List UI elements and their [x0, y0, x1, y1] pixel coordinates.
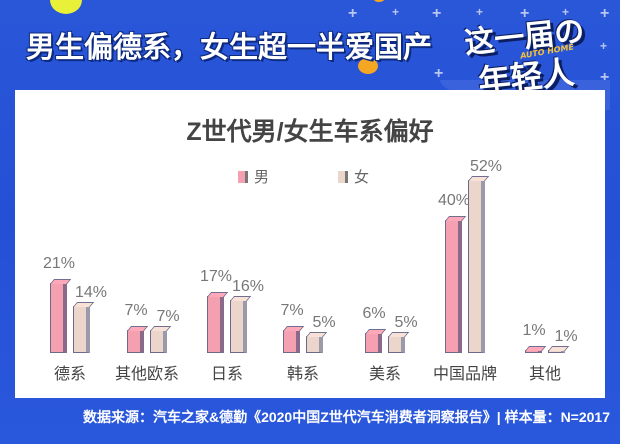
- bar-female: [468, 179, 485, 353]
- bar-male: [365, 333, 382, 353]
- category-label: 中国品牌: [432, 366, 497, 383]
- plus-decoration: +: [348, 5, 358, 22]
- legend-label-female: 女: [354, 168, 370, 186]
- value-label-female: 52%: [469, 157, 503, 175]
- bar-male: [525, 349, 542, 353]
- bar-female: [73, 306, 90, 353]
- value-label-male: 1%: [522, 321, 546, 339]
- bar-female: [548, 349, 565, 353]
- legend-swatch-female: [338, 171, 348, 183]
- bar-male: [207, 296, 224, 353]
- bar-female: [150, 329, 167, 353]
- value-label-female: 1%: [554, 327, 578, 345]
- value-label-female: 14%: [74, 284, 108, 302]
- orange-circle-decoration-2: [358, 58, 378, 74]
- plus-decoration: +: [434, 65, 444, 82]
- plus-decoration: +: [476, 5, 484, 19]
- legend-male: 男: [238, 166, 269, 187]
- value-label-male: 21%: [42, 255, 76, 273]
- headline: 男生偏德系，女生超一半爱国产: [26, 32, 433, 64]
- plus-decoration: +: [520, 5, 530, 22]
- bar-male: [283, 329, 300, 353]
- legend-swatch-male: [238, 171, 248, 183]
- legend-label-male: 男: [254, 168, 270, 186]
- category-label: 日系: [210, 366, 243, 383]
- value-label-female: 7%: [156, 307, 180, 325]
- value-label-female: 5%: [394, 314, 418, 332]
- young-generation-badge-logo: 这一届の AUTO HOME 年轻人: [458, 10, 608, 101]
- plus-decoration: +: [562, 5, 570, 19]
- plus-decoration: +: [600, 5, 610, 22]
- plus-decoration: +: [600, 69, 610, 86]
- value-label-female: 16%: [231, 277, 265, 295]
- category-label: 韩系: [286, 366, 319, 383]
- value-label-male: 7%: [124, 301, 148, 319]
- legend-female: 女: [338, 166, 369, 187]
- plus-decoration: +: [600, 39, 608, 53]
- category-label: 其他: [528, 366, 561, 383]
- orange-circle-decoration: [372, 0, 386, 2]
- value-label-female: 5%: [312, 314, 336, 332]
- bar-male: [50, 283, 67, 353]
- chart-title: Z世代男/女生车系偏好: [186, 118, 434, 146]
- value-label-male: 40%: [437, 191, 471, 209]
- data-source-footnote: 数据来源：汽车之家&德勤《2020中国Z世代汽车消费者洞察报告》| 样本量：N=…: [82, 409, 610, 425]
- bar-male: [127, 329, 144, 353]
- bar-female: [306, 336, 323, 353]
- bar-male: [445, 219, 462, 353]
- yellow-circle-decoration: [50, 0, 82, 14]
- value-label-male: 7%: [280, 301, 304, 319]
- plus-decoration: +: [432, 5, 442, 22]
- category-label: 美系: [368, 366, 401, 383]
- category-label: 其他欧系: [114, 366, 179, 383]
- bar-female: [230, 299, 247, 353]
- value-label-male: 17%: [199, 268, 233, 286]
- value-label-male: 6%: [362, 305, 386, 323]
- bar-female: [388, 336, 405, 353]
- category-label: 德系: [53, 366, 86, 383]
- plus-decoration: +: [392, 5, 400, 19]
